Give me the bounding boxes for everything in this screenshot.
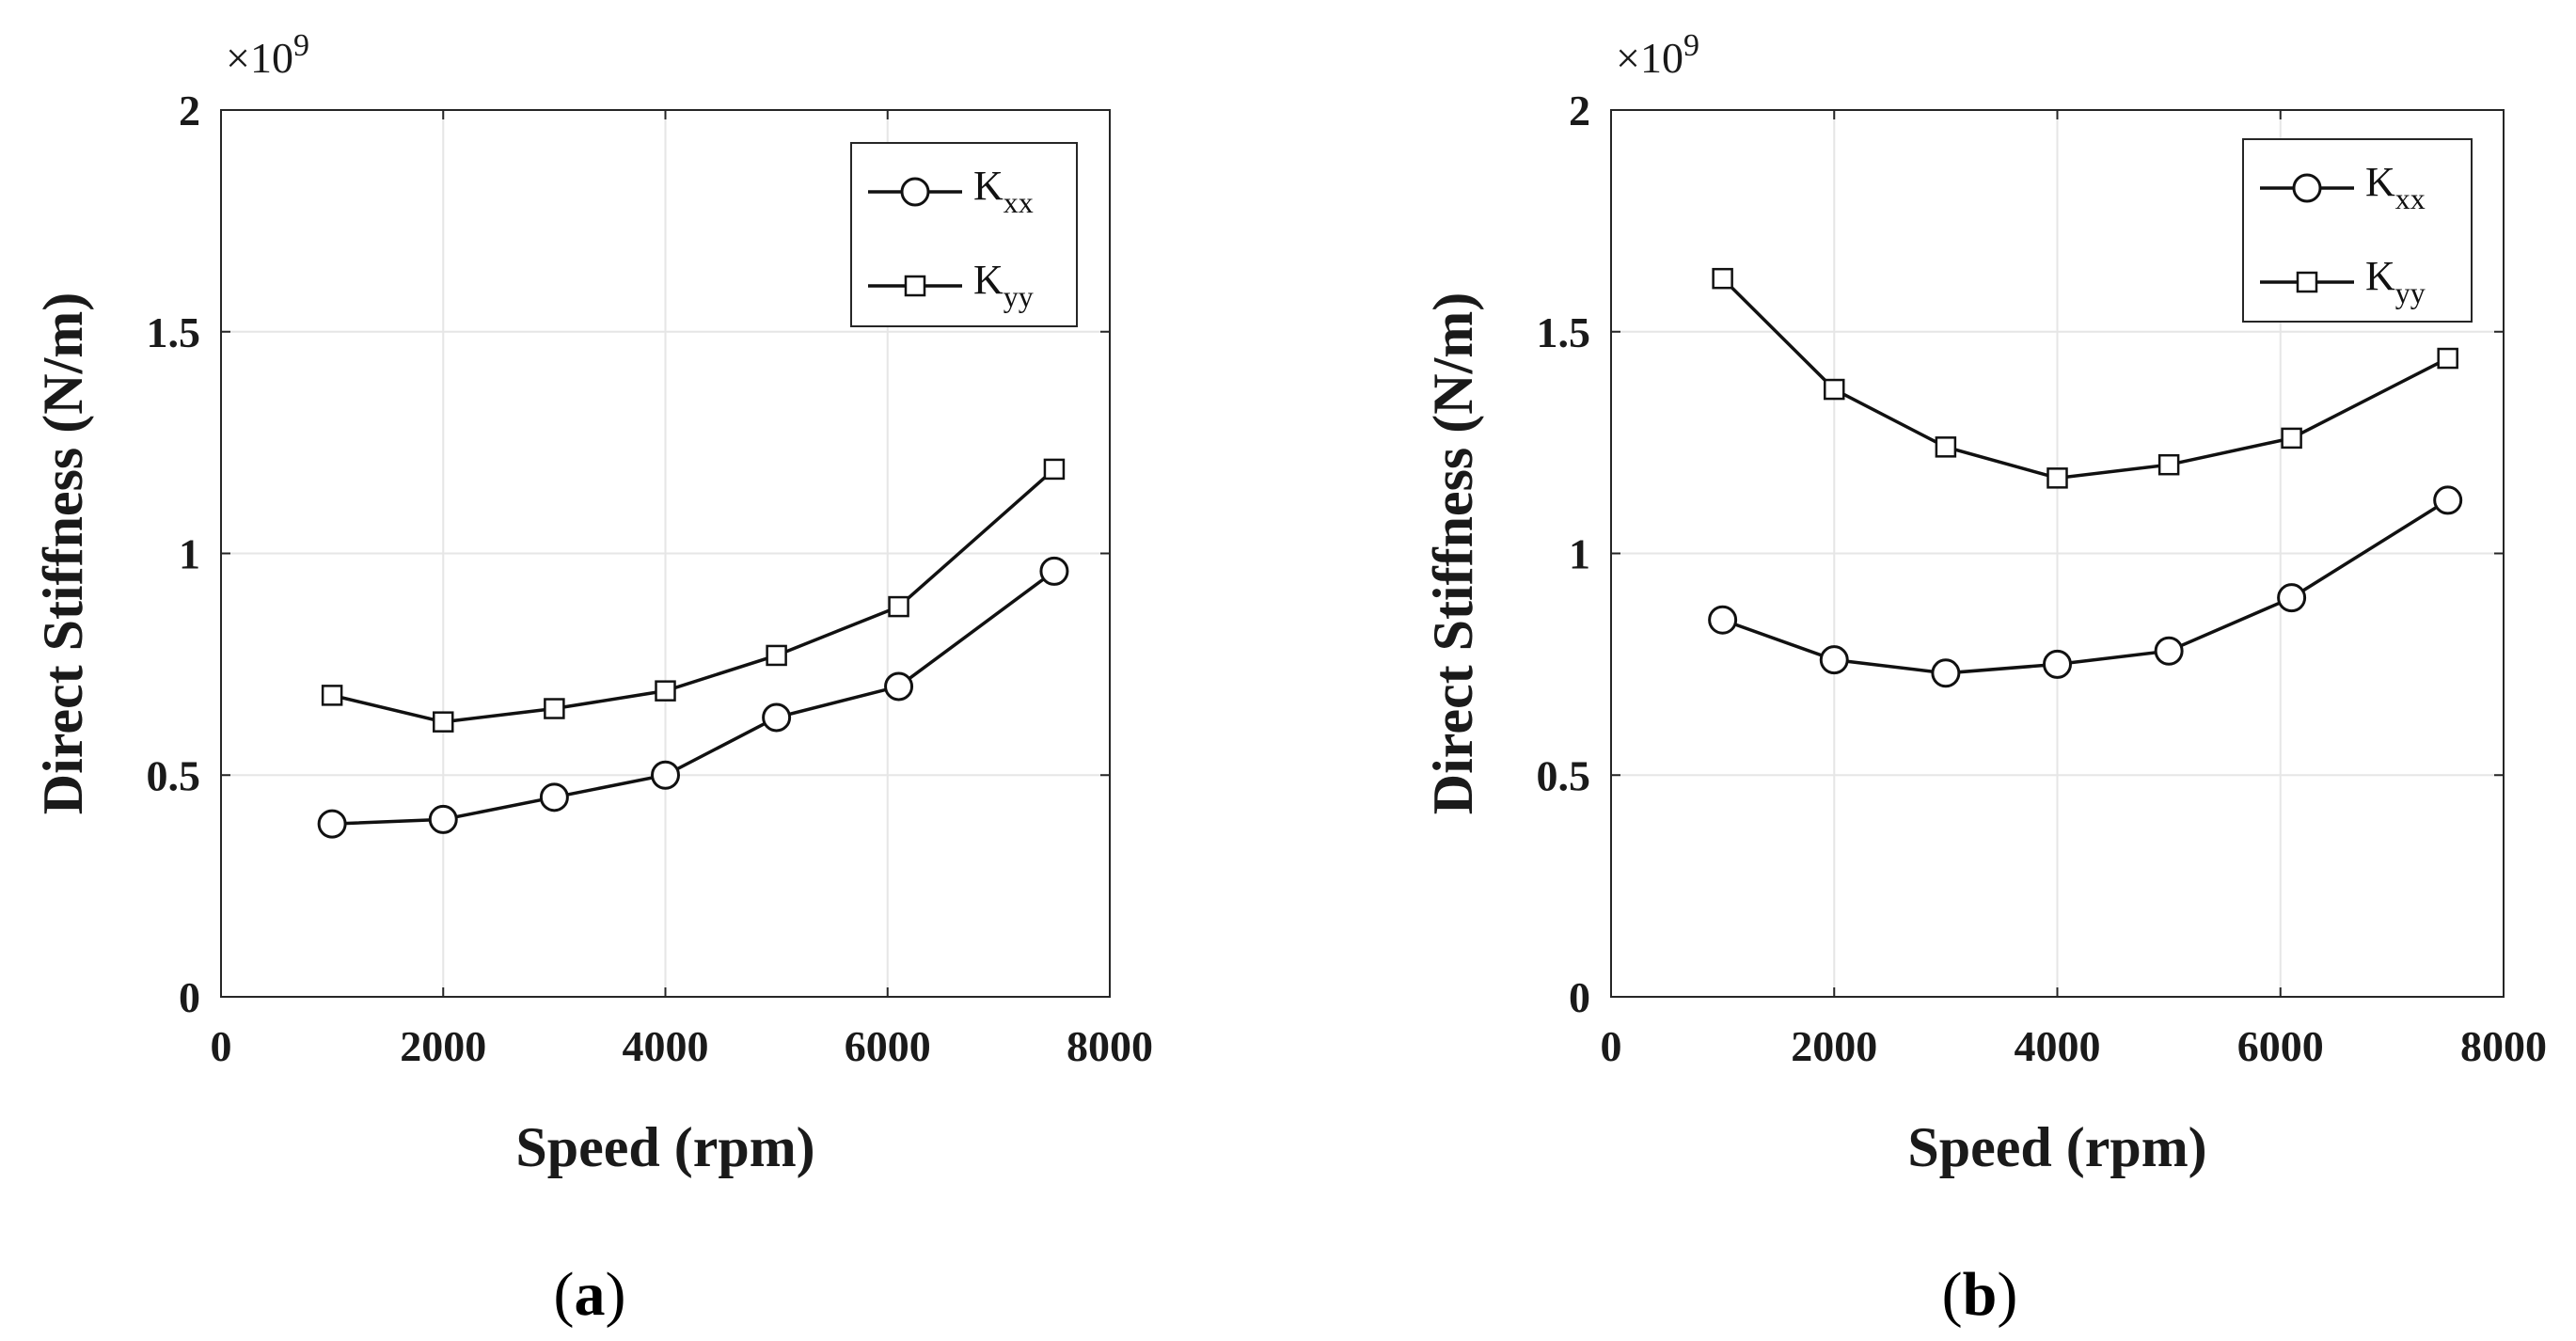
panel-a-caption-label: (a): [554, 1260, 626, 1329]
panel-b-kyy-point: [2437, 347, 2458, 370]
panel-b-x-tick-label: 4000: [2015, 1022, 2101, 1070]
panel-b-kxx-point: [2277, 583, 2307, 613]
panel-a-kyy-line: [331, 467, 1056, 724]
panel-a-kxx-point: [428, 804, 458, 834]
panel-a-kyy-point: [655, 680, 676, 702]
panel-a-y-axis-label: Direct Stiffness (N/m): [32, 292, 94, 814]
panel-a-kxx-point: [539, 782, 569, 812]
panel-a-y-tick-label: 0: [179, 973, 200, 1021]
panel-b-kxx-point: [2433, 485, 2463, 515]
panel-b-kxx-point: [1931, 658, 1961, 688]
panel-a-y-tick-label: 2: [179, 87, 200, 134]
panel-a-legend-kyy-label: Kyy: [973, 257, 1034, 313]
panel-b-legend: Kxx Kyy: [2242, 138, 2473, 323]
panel-b-kxx-point: [1708, 605, 1738, 635]
panel-b-kxx-point: [1819, 645, 1849, 675]
panel-a-y-multiplier: ×109: [226, 28, 309, 82]
panel-b-x-tick-label: 6000: [2237, 1022, 2324, 1070]
panel-b-legend-box: [2242, 138, 2473, 323]
panel-a-legend-box: [850, 142, 1078, 327]
panel-a-kyy-point: [321, 685, 343, 706]
panel-a-kxx-point: [1039, 556, 1069, 586]
panel-b-y-tick-label: 0: [1569, 973, 1590, 1021]
panel-a-x-tick-label: 6000: [845, 1022, 931, 1070]
panel-b-kxx-point: [2154, 636, 2184, 666]
panel-a-kyy-point: [888, 595, 909, 618]
panel-b-x-tick-label: 2000: [1791, 1022, 1877, 1070]
panel-b-caption-label: (b): [1942, 1260, 2018, 1329]
panel-b-kyy-point: [2047, 467, 2068, 489]
panel-a-y-tick-label: 0.5: [147, 751, 201, 799]
panel-b-legend-kyy-marker: [2296, 271, 2318, 293]
panel-a-x-tick-label: 2000: [400, 1022, 486, 1070]
panel-b-legend-kxx-label: Kxx: [2365, 159, 2426, 215]
panel-b-y-tick-label: 1: [1569, 530, 1590, 578]
panel-b-kyy-point: [2157, 453, 2180, 476]
panel-a-legend-kyy-marker: [904, 275, 926, 297]
panel-b-y-tick-label: 1.5: [1537, 308, 1591, 356]
panel-a-y-tick-label: 1: [179, 530, 200, 578]
panel-b-kyy-point: [1935, 436, 1957, 458]
panel-a-kxx-point: [651, 760, 680, 790]
panel-a-x-axis-label: Speed (rpm): [515, 1116, 814, 1178]
panel-a-x-tick-label: 8000: [1067, 1022, 1153, 1070]
panel-a-x-tick-label: 0: [211, 1022, 232, 1070]
panel-b-kyy-point: [2281, 427, 2302, 450]
panel-b-y-multiplier: ×109: [1616, 28, 1699, 82]
panel-b-legend-kxx-marker: [2292, 173, 2322, 203]
panel-b-x-tick-label: 0: [1601, 1022, 1622, 1070]
panel-b-x-axis-label: Speed (rpm): [1907, 1116, 2206, 1178]
panel-a-kyy-point: [433, 711, 454, 733]
panel-a-legend: Kxx Kyy: [850, 142, 1078, 327]
panel-a-kyy-point: [766, 644, 787, 667]
panel-a-kxx-line: [332, 569, 1055, 826]
panel-a-kxx-point: [762, 702, 792, 733]
panel-a-y-tick-label: 1.5: [147, 308, 201, 356]
panel-b-kxx-point: [2043, 649, 2072, 679]
panel-b-legend-kyy-label: Kyy: [2365, 253, 2426, 309]
panel-a-x-tick-label: 4000: [623, 1022, 709, 1070]
panel-b-y-tick-label: 0.5: [1537, 751, 1591, 799]
panel-a-kxx-point: [317, 809, 347, 839]
panel-a-legend-kxx-marker: [900, 177, 930, 207]
panel-b-chart: 0 2000 4000 6000 8000 0 0.5 1 1.5 2 ×109 Speed (rpm…: [1422, 28, 2547, 1329]
panel-b-y-tick-label: 2: [1569, 87, 1590, 134]
panel-b-kyy-point: [1712, 267, 1733, 290]
panel-a-kyy-point: [544, 698, 565, 719]
panel-a-kxx-point: [884, 671, 914, 702]
panel-a-legend-kxx-label: Kxx: [973, 163, 1034, 219]
panel-a-chart: 0 2000 4000 6000 8000 0 0.5 1 1.5 2 ×109 Speed (rpm…: [32, 28, 1153, 1329]
panel-b-y-axis-label: Direct Stiffness (N/m): [1422, 292, 1484, 814]
panel-b-kyy-point: [1824, 378, 1845, 401]
panel-a-kyy-point: [1043, 458, 1066, 481]
panel-b-x-tick-label: 8000: [2460, 1022, 2547, 1070]
